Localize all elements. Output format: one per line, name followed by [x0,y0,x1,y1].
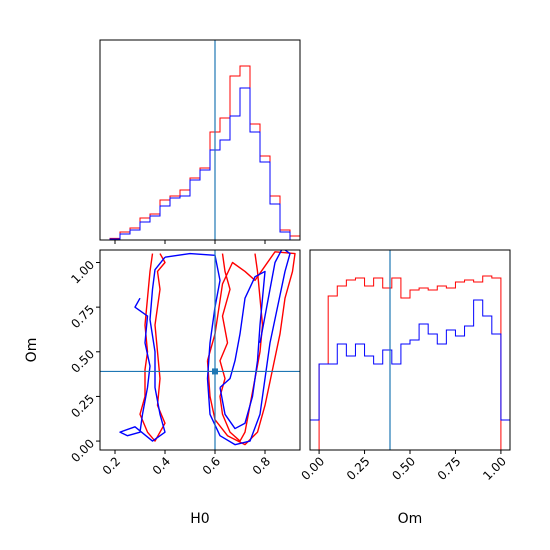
joint-xtick-label: 0.8 [250,454,273,477]
h0-panel-frame [99,39,301,241]
h0-hist-blue [100,87,300,240]
contour-red-0 [139,253,166,442]
contour-red-2 [206,251,296,446]
om-marginal-panel: 0.00 0.25 0.50 0.75 1.00 [298,249,511,483]
joint-ytick-label: 1.00 [68,258,97,287]
om-hist-red [310,275,510,450]
joint-ytick-label: 0.50 [68,347,97,376]
joint-ytick-label: 0.00 [68,436,97,465]
om-hist-blue [310,299,510,450]
joint-panel-frame [99,249,301,451]
om-xtick-label: 1.00 [480,454,509,483]
om-xtick-label: 0.25 [344,454,373,483]
joint-xtick-label: 0.6 [200,454,223,477]
joint-ytick-label: 0.25 [68,392,97,421]
joint-xtick-label: 0.4 [150,454,173,477]
y-axis-label-om: Om [24,338,40,363]
om-panel-frame [309,249,511,451]
contour-blue-0 [164,250,291,446]
contour-red-1 [219,253,264,442]
x-axis-label-om: Om [398,511,423,527]
om-xtick-label: 0.50 [389,454,418,483]
h0-hist-red [100,65,300,240]
joint-ytick-label: 0.75 [68,302,97,331]
x-axis-label-h0: H0 [190,511,209,527]
contour-blue-2 [219,270,266,430]
joint-truth-marker [212,368,218,375]
joint-xtick-label: 0.2 [100,454,123,477]
h0-marginal-panel [99,39,301,244]
om-xtick-label: 0.75 [435,454,464,483]
contour-blue-1 [119,256,166,442]
om-xtick-label: 0.00 [298,454,327,483]
joint-contour-panel: 0.2 0.4 0.6 0.8 0.00 0.25 0.50 0.75 1.00 [68,249,301,478]
